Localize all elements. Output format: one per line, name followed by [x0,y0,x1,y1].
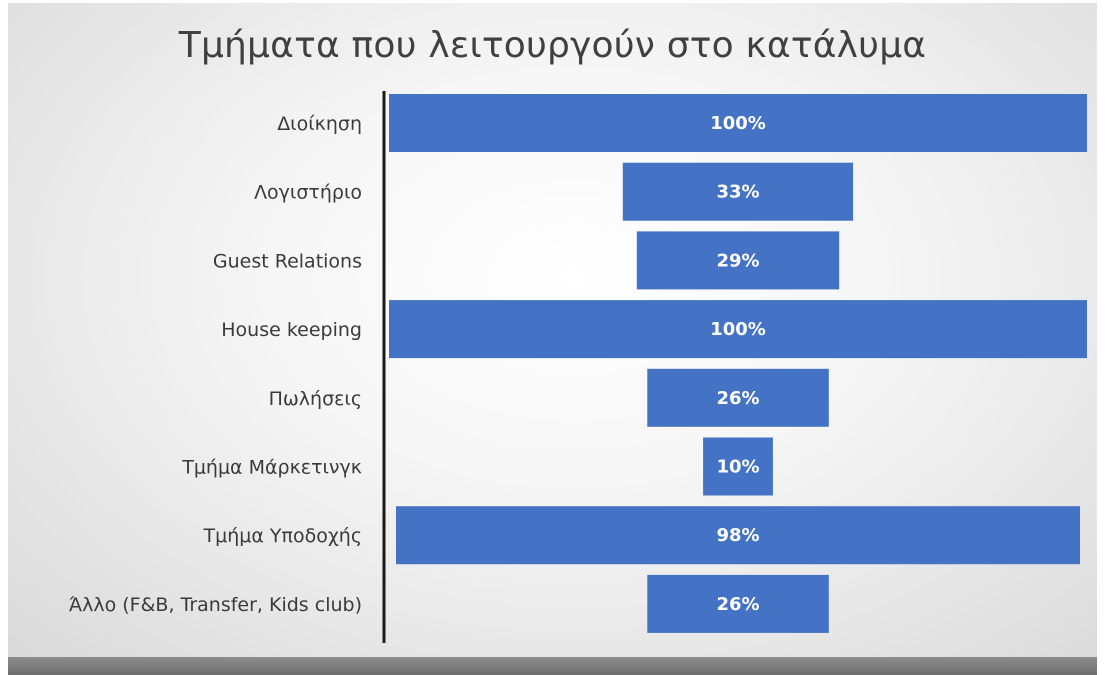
category-label-4: House keeping [221,319,362,341]
data-label-1: 100% [710,113,766,134]
chart-title: Τμήματα που λειτουργούν στο κατάλυμα [178,25,927,66]
bar-7 [396,506,1080,565]
category-label-2: Λογιστήριο [254,182,362,204]
chart-panel: Τμήματα που λειτουργούν στο κατάλυμα 100… [8,3,1097,657]
category-label-7: Τμήμα Υποδοχής [203,525,362,547]
bottom-strip [8,657,1097,675]
bar-8 [647,574,829,633]
data-label-5: 26% [716,388,759,409]
data-label-3: 29% [716,250,759,271]
data-label-6: 10% [716,457,759,478]
bars-group: 100% Διοίκηση 33% Λογιστήριο 29% Guest Relati… [69,94,1087,633]
category-label-3: Guest Relations [213,250,362,272]
bar-6 [703,437,773,496]
bar-5 [647,368,829,427]
bar-2 [622,162,854,221]
funnel-chart: 100% Διοίκηση 33% Λογιστήριο 29% Guest Relati… [69,91,1087,643]
data-label-8: 26% [716,594,759,615]
data-label-2: 33% [716,182,759,203]
category-label-8: Άλλο (F&B, Transfer, Kids club) [69,594,362,616]
category-label-1: Διοίκηση [277,113,362,135]
bar-3 [636,231,840,290]
bar-1 [389,94,1087,152]
bar-4 [389,300,1087,359]
category-label-6: Τμήμα Μάρκετινγκ [181,457,362,479]
data-label-7: 98% [716,525,759,546]
data-label-4: 100% [710,319,766,340]
category-label-5: Πωλήσεις [269,388,362,410]
